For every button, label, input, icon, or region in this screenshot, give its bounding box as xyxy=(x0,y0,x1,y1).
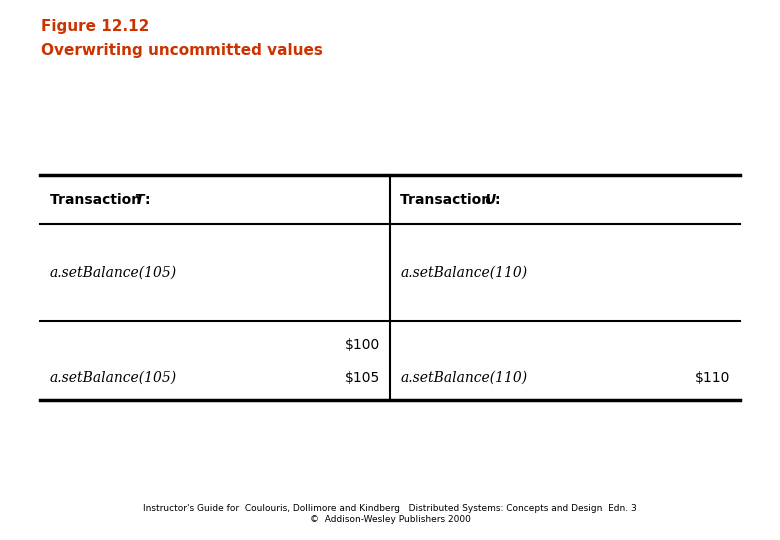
Text: U: U xyxy=(484,193,495,206)
Text: a.setBalance(110): a.setBalance(110) xyxy=(400,370,527,384)
Text: Figure 12.12: Figure 12.12 xyxy=(41,19,149,35)
Text: $110: $110 xyxy=(695,370,730,384)
Text: a.setBalance(105): a.setBalance(105) xyxy=(50,266,177,280)
Text: T: T xyxy=(134,193,144,206)
Text: :: : xyxy=(144,193,150,206)
Text: Transaction: Transaction xyxy=(50,193,151,206)
Text: Overwriting uncommitted values: Overwriting uncommitted values xyxy=(41,43,322,58)
Text: a.setBalance(105): a.setBalance(105) xyxy=(50,370,177,384)
Text: Instructor's Guide for  Coulouris, Dollimore and Kindberg   Distributed Systems:: Instructor's Guide for Coulouris, Dollim… xyxy=(143,504,637,524)
Text: :: : xyxy=(495,193,500,206)
Text: a.setBalance(110): a.setBalance(110) xyxy=(400,266,527,280)
Text: $105: $105 xyxy=(345,370,380,384)
Text: $100: $100 xyxy=(345,338,380,352)
Text: Transaction: Transaction xyxy=(400,193,501,206)
